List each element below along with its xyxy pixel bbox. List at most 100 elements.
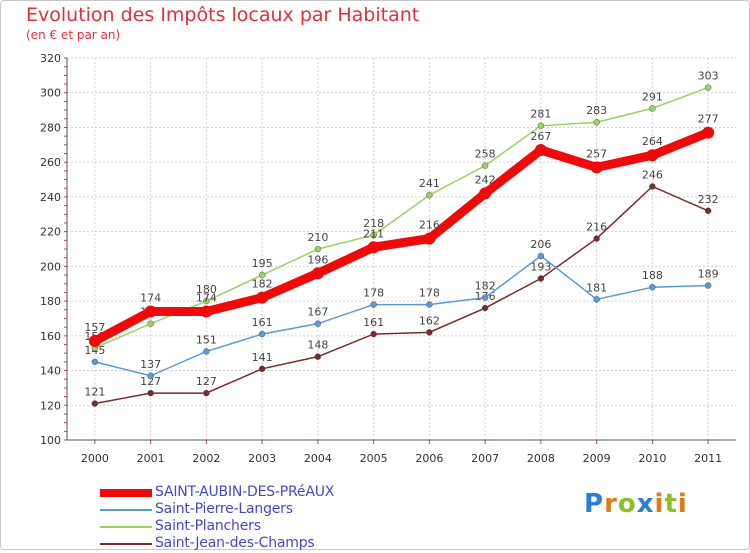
data-point: [649, 183, 656, 190]
y-tick-label: 120: [40, 399, 61, 412]
data-point: [88, 335, 101, 348]
series-saint-pierre-langers: 145137151161167178178182206181188189: [84, 238, 719, 380]
data-label: 216: [586, 221, 607, 234]
data-label: 232: [698, 193, 719, 206]
x-tick-label: 2005: [360, 452, 388, 465]
data-point: [481, 294, 489, 301]
data-label: 242: [475, 173, 496, 186]
data-label: 127: [140, 375, 161, 388]
data-label: 264: [642, 135, 663, 148]
data-label: 246: [642, 168, 663, 181]
data-label: 188: [642, 269, 663, 282]
logo-letter: i: [677, 489, 688, 519]
data-label: 257: [586, 147, 607, 160]
data-point: [144, 305, 157, 318]
legend-swatch: [100, 509, 152, 511]
data-point: [203, 297, 210, 305]
data-point: [147, 389, 154, 397]
data-point: [426, 329, 433, 336]
data-point: [370, 231, 377, 239]
legend-swatch: [100, 526, 152, 528]
data-label: 178: [419, 287, 440, 300]
series-line: [92, 128, 710, 346]
data-label: 174: [140, 292, 161, 305]
data-point: [370, 301, 377, 308]
data-point: [704, 207, 712, 215]
data-label: 189: [698, 267, 719, 280]
data-point: [537, 275, 545, 282]
data-label: 206: [530, 238, 551, 251]
plot-area: [67, 58, 736, 440]
data-point: [367, 241, 380, 254]
x-tick-label: 2001: [137, 452, 165, 465]
data-point: [479, 187, 492, 200]
data-label: 193: [530, 261, 551, 274]
data-label: 157: [84, 321, 105, 334]
logo-letter: x: [636, 489, 655, 519]
data-point: [704, 282, 712, 289]
logo-letter: t: [664, 489, 678, 519]
data-label: 210: [307, 231, 328, 244]
data-point: [649, 105, 656, 112]
data-label: 216: [419, 219, 440, 232]
data-label: 181: [586, 281, 607, 294]
y-tick-label: 140: [40, 365, 61, 378]
data-point: [258, 271, 266, 279]
x-tick-label: 2002: [192, 452, 220, 465]
data-label: 303: [698, 70, 719, 83]
data-label: 148: [307, 339, 328, 352]
data-label: 174: [196, 292, 217, 305]
data-label: 218: [363, 217, 384, 230]
data-label: 211: [363, 227, 384, 240]
data-point: [593, 235, 600, 242]
y-tick-label: 300: [40, 87, 61, 100]
data-point: [481, 304, 489, 312]
x-tick-label: 2006: [415, 452, 443, 465]
y-tick-label: 280: [40, 121, 61, 134]
data-label: 161: [363, 316, 384, 329]
x-tick-label: 2010: [638, 452, 666, 465]
data-label: 195: [252, 257, 273, 270]
data-point: [200, 305, 213, 318]
series-line: [94, 86, 709, 349]
y-tick-label: 240: [40, 191, 61, 204]
chart-title: Evolution des Impôts locaux par Habitant: [26, 4, 420, 26]
data-point: [147, 320, 154, 327]
data-label: 141: [252, 351, 273, 364]
x-tick-label: 2009: [583, 452, 611, 465]
data-label: 121: [84, 386, 105, 399]
data-label: 178: [363, 287, 384, 300]
data-label: 267: [530, 130, 551, 143]
data-point: [314, 320, 322, 327]
data-point: [702, 126, 715, 139]
data-point: [593, 296, 600, 303]
data-label: 258: [475, 148, 496, 161]
data-point: [203, 348, 210, 355]
logo-letter: r: [604, 489, 618, 519]
data-point: [311, 267, 324, 280]
chart-subtitle: (en € et par an): [26, 28, 121, 42]
data-point: [258, 330, 266, 338]
data-point: [593, 118, 600, 126]
data-point: [147, 372, 154, 380]
data-point: [481, 162, 489, 169]
data-point: [203, 389, 210, 397]
data-point: [537, 252, 545, 260]
data-point: [704, 84, 712, 91]
data-point: [258, 365, 266, 373]
data-label: 137: [140, 358, 161, 371]
y-tick-label: 180: [40, 295, 61, 308]
data-point: [426, 191, 433, 199]
y-tick-label: 100: [40, 434, 61, 447]
x-tick-label: 2008: [527, 452, 555, 465]
x-tick-label: 2000: [81, 452, 109, 465]
legend-label: SAINT-AUBIN-DES-PRéAUX: [155, 484, 335, 500]
logo-letter: P: [584, 489, 605, 519]
proxiti-logo: Proxiti: [584, 489, 688, 519]
data-label: 127: [196, 375, 217, 388]
data-label: 291: [642, 90, 663, 103]
data-point: [426, 301, 433, 308]
y-tick-label: 200: [40, 260, 61, 273]
data-label: 180: [196, 283, 217, 296]
